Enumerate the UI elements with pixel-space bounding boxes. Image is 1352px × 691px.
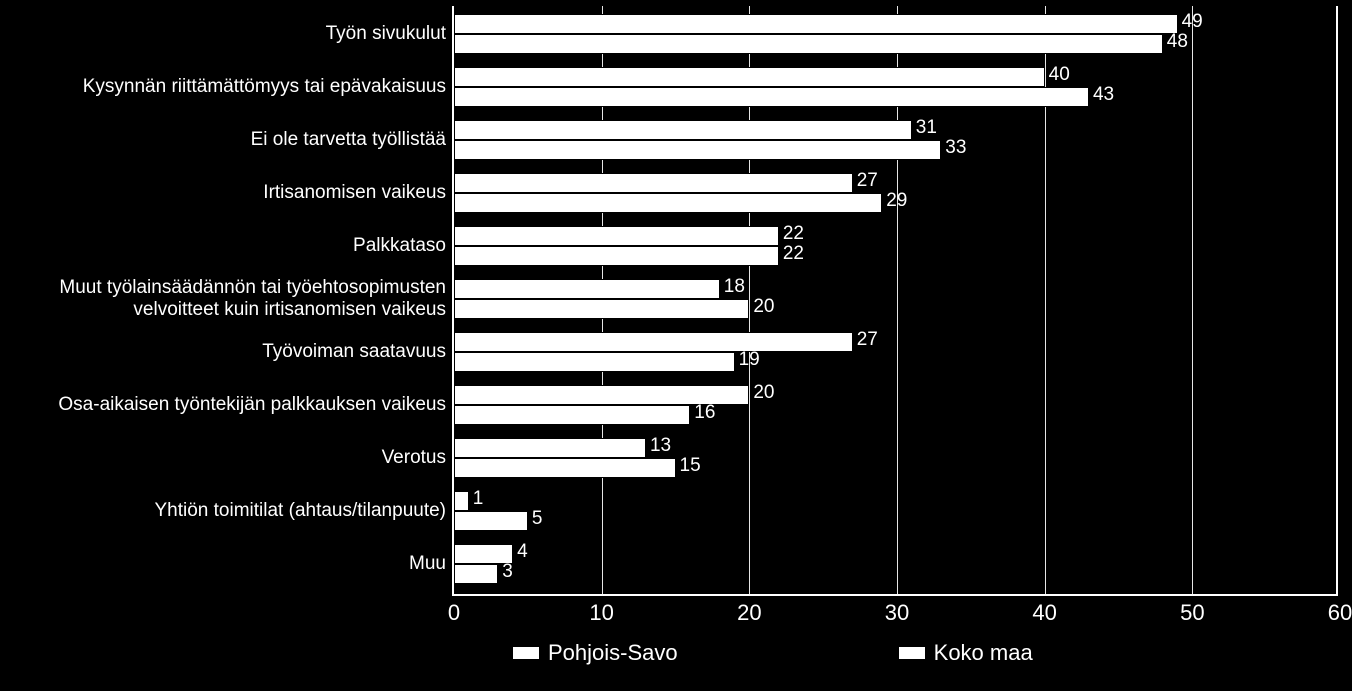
category-label: Osa-aikaisen työntekijän palkkauksen vai… [14,394,454,416]
bar-value-label: 31 [916,118,937,138]
bar-value-label: 49 [1182,12,1203,32]
legend-item: Koko maa [898,640,1033,666]
bar-value-label: 16 [694,403,715,423]
category-label: Ei ole tarvetta työllistää [14,129,454,151]
bar-pohjois-savo [454,279,720,299]
x-tick-label: 40 [1032,600,1056,626]
bar-koko-maa [454,299,749,319]
category-label: Irtisanomisen vaikeus [14,182,454,204]
bar-value-label: 27 [857,171,878,191]
legend-label: Pohjois-Savo [548,640,678,666]
category-label: Yhtiön toimitilat (ahtaus/tilanpuute) [14,500,454,522]
bar-value-label: 22 [783,244,804,264]
bar-pohjois-savo [454,67,1045,87]
bar-value-label: 40 [1049,65,1070,85]
category-label: Työn sivukulut [14,23,454,45]
bar-koko-maa [454,405,690,425]
bar-koko-maa [454,352,735,372]
bar-value-label: 27 [857,330,878,350]
bar-pohjois-savo [454,226,779,246]
legend: Pohjois-Savo Koko maa [512,640,1033,666]
x-tick-label: 0 [448,600,460,626]
bar-value-label: 19 [739,350,760,370]
plot-area: 0102030405060Työn sivukulut4948Kysynnän … [452,6,1338,596]
bar-value-label: 18 [724,277,745,297]
bar-pohjois-savo [454,438,646,458]
bar-koko-maa [454,140,941,160]
bar-pohjois-savo [454,332,853,352]
bar-koko-maa [454,246,779,266]
x-tick-label: 20 [737,600,761,626]
bar-koko-maa [454,34,1163,54]
category-label: Työvoiman saatavuus [14,341,454,363]
bar-value-label: 22 [783,224,804,244]
bar-chart: 0 10 20 30 40 50 60 Työn sivukulut 4948 Kysynnän … [0,0,1352,691]
gridline [1192,6,1193,594]
bar-value-label: 29 [886,191,907,211]
x-tick-label: 50 [1180,600,1204,626]
x-tick-label: 30 [885,600,909,626]
category-label: Muu [14,553,454,575]
bar-value-label: 43 [1093,85,1114,105]
bar-pohjois-savo [454,120,912,140]
bar-value-label: 1 [473,489,484,509]
legend-swatch [898,646,926,660]
bar-koko-maa [454,564,498,584]
x-tick-label: 10 [589,600,613,626]
bar-value-label: 48 [1167,32,1188,52]
bar-value-label: 33 [945,138,966,158]
bar-value-label: 5 [532,509,543,529]
bar-value-label: 20 [753,383,774,403]
category-label: Verotus [14,447,454,469]
bar-value-label: 20 [753,297,774,317]
bar-value-label: 4 [517,542,528,562]
bar-koko-maa [454,458,676,478]
category-label: Palkkataso [14,235,454,257]
bar-value-label: 3 [502,562,513,582]
bar-koko-maa [454,511,528,531]
bar-value-label: 15 [680,456,701,476]
legend-label: Koko maa [934,640,1033,666]
bar-pohjois-savo [454,14,1178,34]
x-tick-label: 60 [1328,600,1352,626]
bar-koko-maa [454,193,882,213]
bar-koko-maa [454,87,1089,107]
category-label: Kysynnän riittämättömyys tai epävakaisuu… [14,76,454,98]
bar-value-label: 13 [650,436,671,456]
legend-swatch [512,646,540,660]
category-label: Muut työlainsäädännön tai työehtosopimus… [14,277,454,321]
bar-pohjois-savo [454,491,469,511]
legend-item: Pohjois-Savo [512,640,678,666]
bar-pohjois-savo [454,173,853,193]
